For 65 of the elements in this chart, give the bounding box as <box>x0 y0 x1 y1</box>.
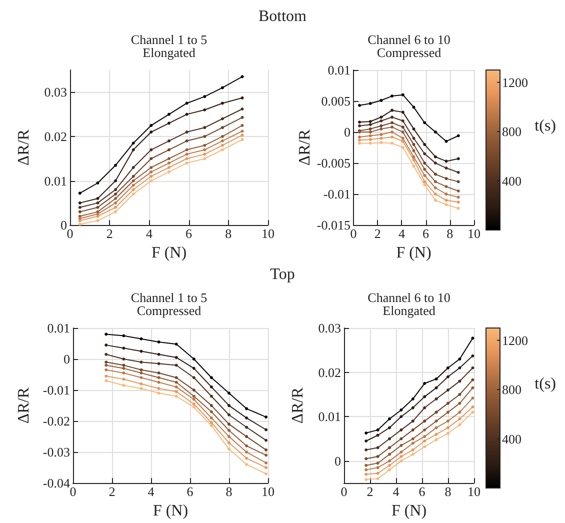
chart-subtitle: Elongated <box>382 303 436 318</box>
y-tick-label: 0 <box>334 453 341 468</box>
chart-title: Channel 1 to 5 <box>130 290 208 305</box>
y-tick-label: 0.005 <box>321 94 350 109</box>
y-tick-label: -0.03 <box>42 444 70 460</box>
y-tick-label: 0.01 <box>44 173 67 188</box>
color-bar-title: t(s) <box>534 118 556 134</box>
x-axis-title: F (N) <box>391 502 427 520</box>
y-tick-label: -0.015 <box>316 218 350 233</box>
x-axis-title: F (N) <box>151 244 187 262</box>
y-tick-label: 0 <box>63 352 70 367</box>
x-tick-label: 8 <box>226 484 232 500</box>
chart-subtitle: Compressed <box>376 45 442 60</box>
y-tick-label: 0.03 <box>318 320 341 336</box>
color-bar-label: 800 <box>502 382 522 398</box>
y-tick-label: -0.04 <box>42 476 70 491</box>
y-tick-label: 0.03 <box>44 84 67 100</box>
y-tick-label: 0.02 <box>318 364 341 380</box>
x-tick-label: 6 <box>418 484 426 500</box>
x-tick-label: 8 <box>225 226 232 242</box>
chart-title: Channel 1 to 5 <box>130 32 208 47</box>
y-axis-title: ΔR/R <box>290 387 306 424</box>
text: Bottom <box>258 8 306 25</box>
x-tick-label: 10 <box>468 226 480 242</box>
x-axis-title: F (N) <box>152 502 188 520</box>
x-tick-label: 2 <box>106 226 113 242</box>
x-tick-label: 4 <box>146 226 153 242</box>
y-tick-label: 0.01 <box>47 320 70 336</box>
x-tick-label: 6 <box>186 226 193 242</box>
x-tick-label: 10 <box>262 226 274 242</box>
chart-title: Channel 6 to 10 <box>368 32 450 47</box>
y-tick-label: -0.01 <box>42 382 70 398</box>
x-tick-label: 10 <box>468 484 480 500</box>
y-tick-label: 0.02 <box>44 128 67 144</box>
x-tick-label: 2 <box>108 484 116 500</box>
color-bar-label: 400 <box>502 431 522 446</box>
x-tick-label: 6 <box>186 484 194 500</box>
chart-title: Channel 6 to 10 <box>368 290 450 305</box>
x-tick-label: 10 <box>262 484 274 500</box>
color-bar-label: 1200 <box>502 332 528 348</box>
y-axis-title: ΔR/R <box>16 387 32 424</box>
y-axis-title: ΔR/R <box>16 129 32 166</box>
chart-subtitle: Elongated <box>142 45 196 60</box>
color-bar-label: 400 <box>502 173 522 188</box>
x-tick-label: 8 <box>446 226 454 242</box>
x-tick-label: 2 <box>374 226 381 242</box>
color-bar-label: 1200 <box>502 74 528 90</box>
x-tick-label: 6 <box>422 226 430 242</box>
x-tick-label: 4 <box>392 484 400 500</box>
x-tick-label: 2 <box>366 484 374 500</box>
y-axis-title: ΔR/R <box>296 129 314 166</box>
y-tick-label: -0.01 <box>323 186 350 202</box>
y-tick-label: 0.01 <box>318 409 341 424</box>
color-bar-title: t(s) <box>534 376 556 392</box>
x-tick-label: 4 <box>398 226 406 242</box>
color-bar-label: 800 <box>502 124 522 140</box>
y-tick-label: 0.01 <box>328 62 350 78</box>
y-tick-label: -0.02 <box>42 414 70 429</box>
chart-subtitle: Compressed <box>136 303 202 318</box>
text: Top <box>270 266 295 283</box>
x-axis-title: F (N) <box>396 244 432 262</box>
y-tick-label: -0.005 <box>316 156 350 171</box>
y-tick-label: 0 <box>344 124 350 140</box>
x-tick-label: 4 <box>148 484 155 500</box>
x-tick-label: 8 <box>444 484 452 500</box>
